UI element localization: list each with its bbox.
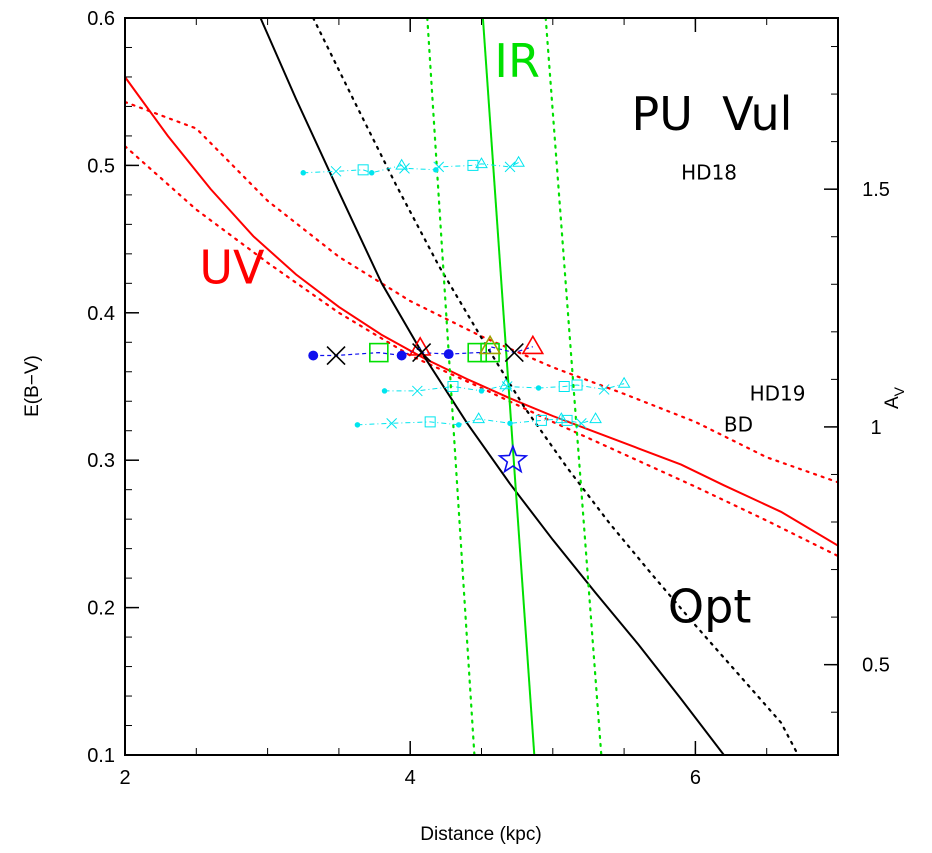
series-hd18-cross-marker — [433, 161, 445, 173]
curve-uv — [125, 76, 838, 547]
series-bd-square-marker — [561, 414, 573, 426]
x-tick-label: 6 — [690, 767, 701, 789]
series-hd19-triangle-marker — [617, 376, 631, 388]
pu-vul-cross-marker — [412, 343, 432, 363]
pu-vul-dot-marker — [443, 349, 454, 360]
pu-vul-cross-marker — [326, 345, 346, 366]
series-hd18-dot-marker — [368, 170, 375, 176]
series-hd18-dot-marker — [300, 170, 306, 176]
y-tick-label: 0.4 — [87, 303, 115, 325]
series-hd18-cross-marker — [330, 165, 342, 177]
object-label: PU Vul — [632, 87, 793, 141]
curve-ir — [481, 18, 536, 755]
y-tick-label: 0.5 — [87, 155, 115, 177]
pu-vul-triangle-marker — [478, 334, 502, 355]
series-hd18-triangle-marker — [512, 155, 525, 167]
y-tick-label: 0.1 — [87, 745, 115, 767]
y-tick-label: 0.3 — [87, 450, 115, 472]
series-hd19-square-marker — [571, 379, 583, 391]
series-line-pu-vul — [313, 345, 533, 357]
series-hd19-dot-marker — [535, 385, 542, 391]
series-bd-cross-marker — [386, 417, 398, 429]
pu-vul-dot-marker — [308, 350, 319, 361]
curve-label-ir: IR — [494, 34, 540, 88]
x-tick-label: 2 — [119, 767, 130, 789]
series-hd18-cross-marker — [399, 162, 410, 174]
series-hd18-square-marker — [357, 164, 369, 176]
right-axis-title-text: AV — [882, 386, 907, 409]
pu-vul-dot-marker — [396, 350, 407, 361]
curve-opt — [259, 18, 725, 755]
markers-layer — [300, 155, 631, 474]
series-bd-cross-marker — [575, 417, 587, 429]
series-hd18-cross-marker — [504, 161, 516, 173]
series-hd19-cross-marker — [501, 381, 513, 392]
series-bd-dot-marker — [507, 420, 513, 427]
series-bd-triangle-marker — [472, 412, 486, 424]
series-lines-layer — [303, 162, 625, 426]
pu-vul-square-marker — [369, 342, 389, 363]
series-hd19-square-marker — [558, 381, 570, 392]
y-right-tick-label: 0.5 — [862, 655, 890, 677]
best-estimate-star-marker — [497, 443, 529, 474]
y-axis-title: E(B−V) — [22, 355, 43, 417]
curve-opt-dotted — [312, 18, 800, 755]
curve-ir-right — [544, 18, 603, 755]
series-bd-dot-marker — [455, 422, 462, 428]
series-hd18-triangle-marker — [475, 157, 488, 169]
series-bd-triangle-marker — [589, 412, 602, 424]
pu-vul-cross-marker — [504, 343, 524, 363]
series-hd18-square-marker — [467, 159, 479, 171]
right-axis-title: AV — [882, 386, 907, 409]
series-bd-square-marker — [535, 414, 547, 426]
series-hd18-triangle-marker — [395, 158, 409, 170]
y-tick-label: 0.2 — [87, 598, 115, 620]
x-axis-title: Distance (kpc) — [420, 824, 541, 845]
curve-label-uv: UV — [199, 240, 265, 294]
curve-ir-left — [426, 18, 476, 755]
series-hd19-dot-marker — [478, 388, 485, 394]
curve-uv-lower — [125, 145, 838, 558]
curves-layer — [125, 18, 838, 755]
series-bd-dot-marker — [354, 422, 361, 428]
ticks-layer: 2 4 6 0.1 0.2 0.3 0.4 0.5 0.6 0.5 1 1.5 — [87, 8, 890, 789]
series-hd19-cross-marker — [411, 385, 423, 397]
pu-vul-triangle-marker — [521, 334, 545, 355]
series-bd-triangle-marker — [554, 412, 568, 424]
series-hd19-square-marker — [447, 381, 459, 392]
series-bd-square-marker — [424, 416, 436, 428]
series-hd19-cross-marker — [598, 384, 610, 395]
series-hd19-triangle-marker — [499, 378, 513, 390]
labels-layer: HD18 HD19 BD UV IR Opt — [199, 34, 805, 633]
y-right-tick-label: 1 — [870, 417, 881, 439]
y-right-tick-label: 1.5 — [862, 179, 890, 201]
y-tick-label: 0.6 — [87, 8, 115, 30]
x-tick-label: 4 — [405, 767, 416, 789]
series-label-hd19: HD19 — [750, 381, 806, 405]
series-hd19-dot-marker — [381, 388, 388, 394]
series-label-hd18: HD18 — [681, 160, 737, 184]
pu-vul-square-marker — [467, 342, 488, 363]
curve-label-opt: Opt — [668, 579, 751, 633]
series-label-bd: BD — [724, 412, 753, 436]
plot-lines-layer — [125, 18, 838, 755]
